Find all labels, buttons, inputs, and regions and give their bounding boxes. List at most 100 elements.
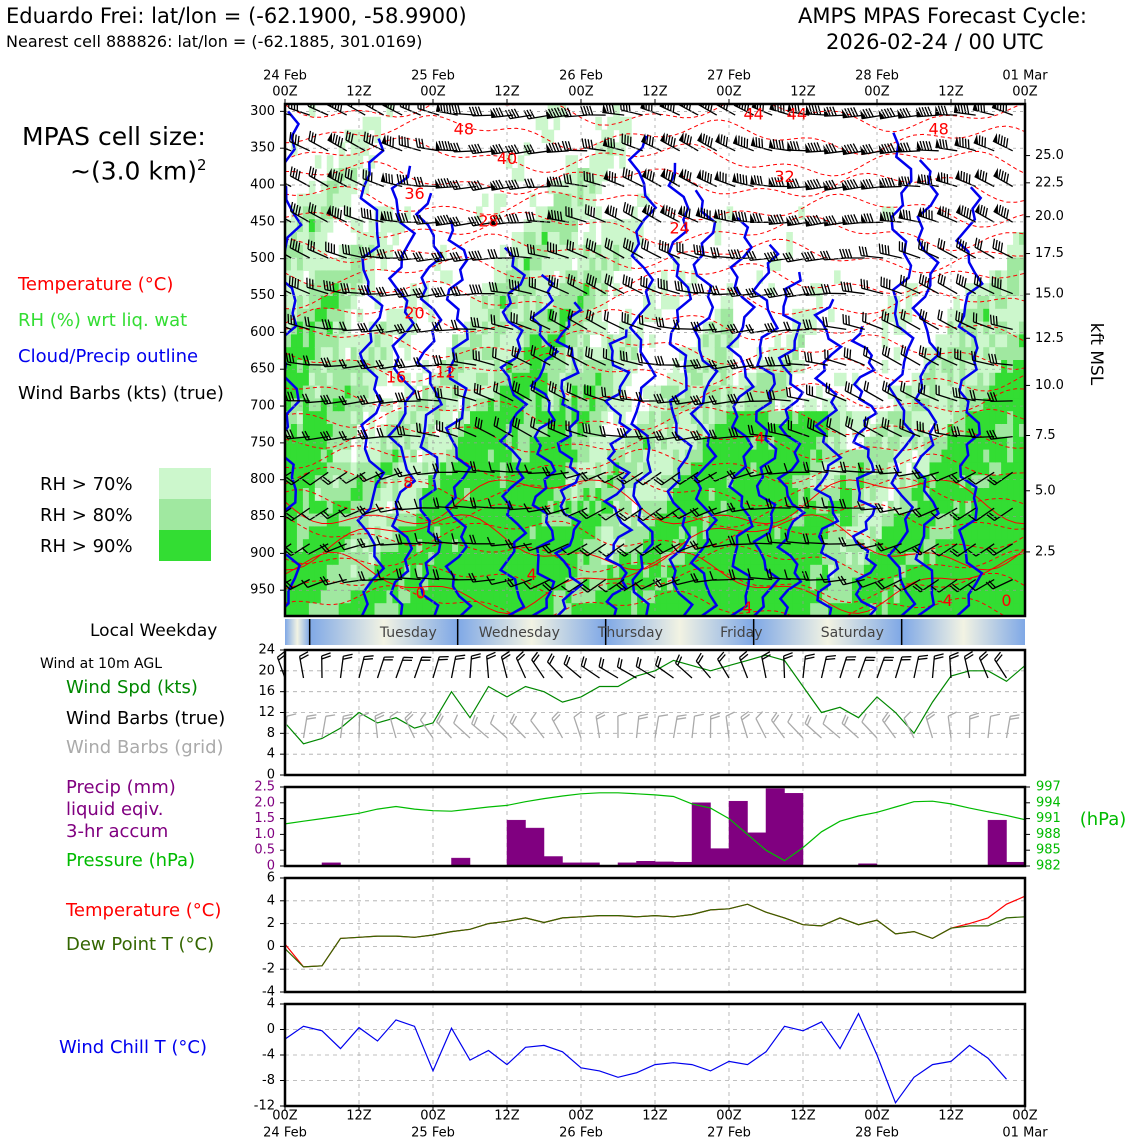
rh-cell (601, 590, 608, 604)
rh-cell (529, 526, 537, 540)
rh-cell (535, 513, 543, 527)
rh-cell (607, 257, 614, 271)
rh-cell (672, 513, 680, 527)
wind-barb (802, 496, 828, 509)
rh-cell (804, 603, 811, 616)
rh-cell (613, 104, 620, 118)
wind-barb-flag (435, 140, 441, 150)
model-cycle-line1: AMPS MPAS Forecast Cycle: (798, 4, 1087, 28)
rh-cell (995, 462, 1002, 476)
wind-barb (930, 507, 958, 520)
rh-cell (559, 449, 567, 463)
rh-cell (410, 564, 417, 579)
rh-cell (559, 232, 567, 246)
bottom-hour-label: 12Z (346, 1109, 372, 1124)
rh-cell (404, 449, 411, 463)
rh-cell (887, 449, 895, 463)
rh-cell (505, 360, 513, 374)
wind-barb (763, 287, 791, 299)
rh-cell (380, 577, 388, 591)
rh-cell (326, 270, 334, 284)
rh-cell (738, 513, 746, 527)
rh-cell (314, 500, 322, 515)
rh-cell (828, 436, 835, 451)
cloud-outline (356, 138, 386, 616)
wind-barb (881, 344, 903, 366)
wind-barb (487, 248, 514, 259)
rh-cell (428, 539, 435, 553)
surface-wind-barb (857, 656, 876, 679)
rh-cell (750, 475, 758, 489)
wind-barb (727, 535, 754, 546)
rh-cell (517, 449, 525, 463)
rh-cell (368, 424, 376, 438)
rh-cell (487, 385, 495, 399)
rh-cell (422, 526, 429, 540)
rh-cell (499, 283, 507, 297)
wind-barb (504, 577, 532, 588)
rh-cell (768, 257, 775, 271)
rh-cell (290, 283, 298, 297)
rh-cell (290, 219, 298, 233)
rh-cell (744, 552, 752, 566)
rh-80-swatch (159, 499, 211, 530)
rh-cell (571, 168, 579, 182)
rh-cell (553, 424, 561, 438)
top-date-label: 25 Feb (411, 69, 455, 84)
rh-cell (302, 398, 310, 412)
rh-cell (571, 372, 579, 387)
rh-cell (786, 232, 793, 246)
rh-cell (655, 411, 662, 425)
rh-cell (851, 577, 859, 591)
wind-barb (732, 173, 754, 188)
rh-cell (822, 590, 829, 604)
rh-cell (368, 232, 376, 246)
rh-cell (935, 424, 943, 438)
wind-barb (308, 130, 329, 152)
rh-cell (416, 424, 423, 438)
rh-cell (768, 385, 775, 399)
temperature-label: 36 (404, 184, 424, 203)
rh-cell (505, 590, 513, 604)
rh-cell (320, 283, 328, 297)
rh-cell (380, 398, 388, 412)
wind-barb (826, 416, 847, 438)
rh-cell (941, 603, 949, 616)
rh-cell (1013, 360, 1020, 374)
rh-cell (851, 526, 859, 540)
rh-cell (595, 372, 602, 387)
rh-cell (1013, 539, 1020, 553)
rh-cell (619, 155, 626, 169)
rh-cell (547, 104, 555, 118)
pressure-line (284, 792, 1026, 862)
wind-barb (955, 273, 977, 295)
rh-cell (320, 385, 328, 399)
rh-cell (655, 385, 662, 399)
rh-cell (1019, 475, 1025, 489)
rh-cell (338, 577, 346, 591)
rh-cell (470, 398, 477, 412)
station-title: Eduardo Frei: lat/lon = (-62.1900, -58.9… (6, 4, 467, 28)
rh-cell (899, 488, 907, 502)
wind-barb (431, 463, 458, 474)
rh-cell (1013, 270, 1020, 284)
rh-cell (828, 475, 835, 489)
rh-cell (911, 526, 919, 540)
rh-cell (1013, 296, 1020, 310)
rh-cell (452, 372, 459, 387)
rh-cell (362, 462, 370, 476)
top-hour-label: 12Z (642, 85, 668, 100)
rh-cell (541, 129, 549, 143)
rh-cell (750, 411, 758, 425)
rh-cell (296, 244, 304, 259)
rh-cell (428, 462, 435, 476)
rh-cell (356, 552, 364, 566)
rh-cell (810, 552, 817, 566)
rh-cell (613, 385, 620, 399)
rh-cell (917, 513, 925, 527)
rh-cell (583, 360, 590, 374)
rh-cell (398, 219, 405, 233)
rh-cell (935, 398, 943, 412)
rh-cell (475, 436, 483, 451)
wind-barb (530, 380, 551, 402)
